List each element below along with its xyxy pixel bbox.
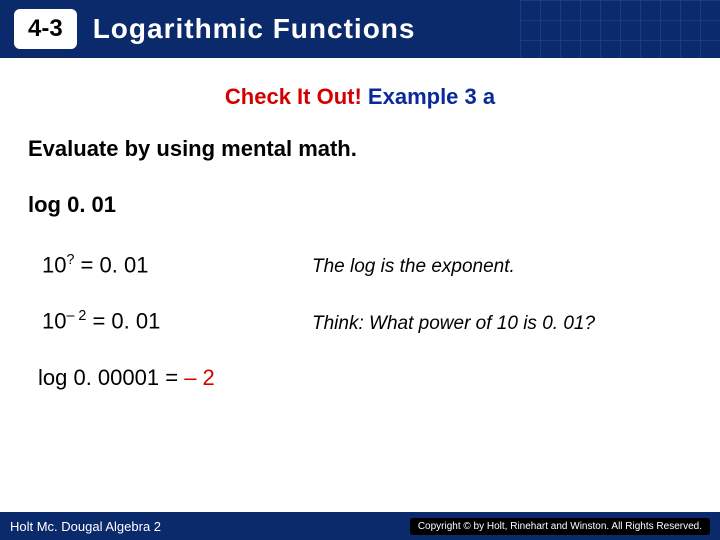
subtitle: Check It Out! Example 3 a [28, 84, 692, 110]
subtitle-blue: Example 3 a [368, 84, 495, 109]
problem-statement: log 0. 01 [28, 192, 692, 218]
step-2-exponent: – 2 [66, 308, 86, 324]
subtitle-red: Check It Out! [225, 84, 362, 109]
footer-copyright: Copyright © by Holt, Rinehart and Winsto… [410, 518, 710, 535]
result-lhs: log 0. 00001 = [38, 365, 184, 390]
step-2-equation: 10– 2 = 0. 01 [42, 308, 312, 334]
slide-title: Logarithmic Functions [93, 13, 416, 45]
result-line: log 0. 00001 = – 2 [28, 365, 692, 391]
footer-left-text: Holt Mc. Dougal Algebra 2 [10, 519, 161, 534]
slide-footer: Holt Mc. Dougal Algebra 2 Copyright © by… [0, 512, 720, 540]
slide-header: 4-3 Logarithmic Functions [0, 0, 720, 58]
step-2: 10– 2 = 0. 01 Think: What power of 10 is… [28, 308, 692, 334]
step-1-equation: 10? = 0. 01 [42, 252, 312, 278]
step-1-explanation: The log is the exponent. [312, 256, 515, 278]
step-1: 10? = 0. 01 The log is the exponent. [28, 252, 692, 278]
lesson-number-badge: 4-3 [14, 9, 77, 49]
instruction-text: Evaluate by using mental math. [28, 136, 692, 162]
header-grid-decoration [520, 0, 720, 58]
step-2-explanation: Think: What power of 10 is 0. 01? [312, 313, 595, 335]
slide-content: Check It Out! Example 3 a Evaluate by us… [0, 58, 720, 391]
result-value: – 2 [184, 365, 215, 390]
